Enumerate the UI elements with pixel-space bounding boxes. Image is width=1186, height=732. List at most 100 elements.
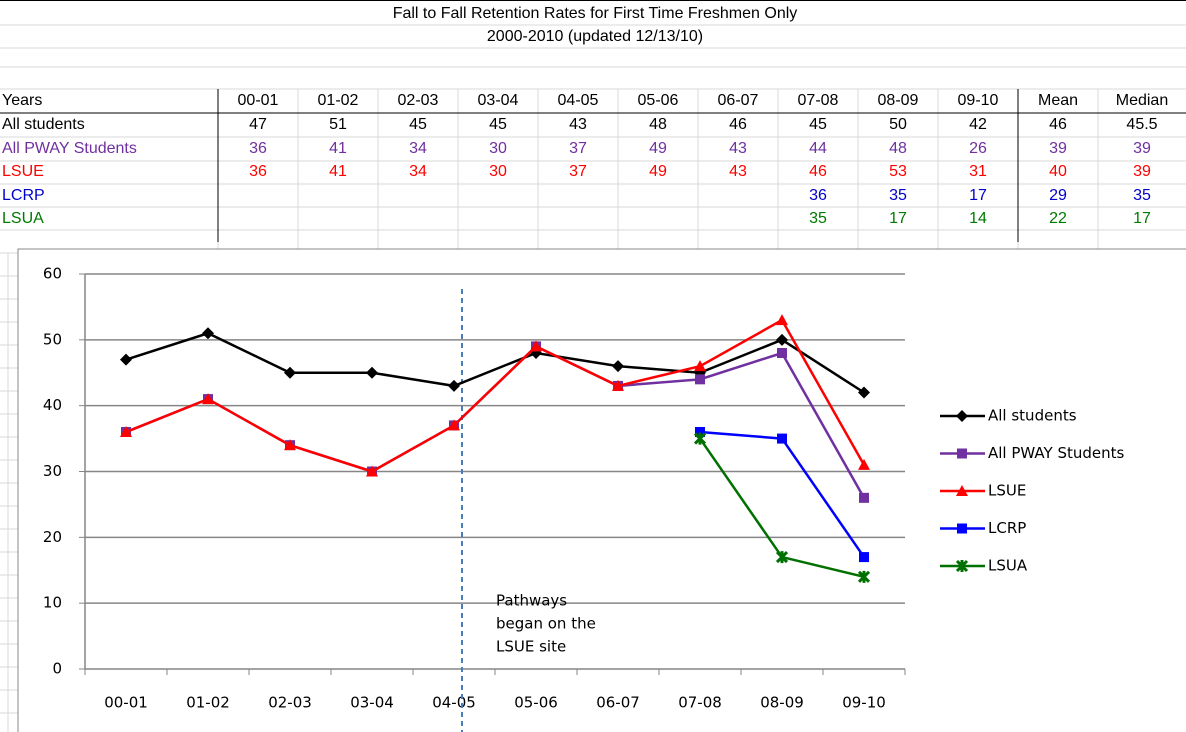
table-cell: 51 [329,116,347,133]
table-cell: 39 [1049,140,1067,157]
legend-marker [956,410,968,422]
x-tick-label: 08-09 [760,694,804,712]
column-header: 01-02 [318,92,359,109]
column-header: Years [2,92,42,109]
legend-label: LSUA [988,557,1028,575]
table-cell: 39 [1133,163,1151,180]
column-header: Median [1116,92,1168,109]
table-cell: 35 [809,210,827,227]
table-cell: 48 [889,140,907,157]
legend-label: LSUE [988,482,1026,500]
data-point [859,552,869,563]
table-cell: 34 [409,140,427,157]
table-cell: 30 [489,140,507,157]
data-point [695,374,705,385]
table-cell: 45 [489,116,507,133]
data-point [284,439,296,451]
data-point [120,426,132,437]
table-cell: 48 [649,116,667,133]
y-tick-label: 60 [43,265,62,283]
annotation: began on the [496,615,596,633]
table-cell: 30 [489,163,507,180]
table-cell: 49 [649,140,667,157]
x-tick-label: 02-03 [268,694,312,712]
table-cell: 37 [569,163,587,180]
table-cell: 46 [729,116,747,133]
data-point [366,366,378,379]
column-header: 09-10 [958,92,999,109]
table-cell: 45 [409,116,427,133]
row-label: LCRP [2,187,45,204]
legend-label: LCRP [988,519,1026,537]
data-point [448,419,460,431]
y-tick-label: 0 [52,660,62,678]
y-tick-label: 10 [43,594,62,612]
table-cell: 46 [809,163,827,180]
chart-area [17,248,1186,732]
data-point [777,433,787,444]
table-cell: 43 [729,140,747,157]
y-tick-label: 40 [43,396,62,414]
column-header: 02-03 [398,92,439,109]
row-label: LSUA [2,210,44,227]
legend-marker [957,448,967,459]
legend-marker [956,485,968,496]
table-cell: 50 [889,116,907,133]
column-header: 05-06 [638,92,679,109]
data-point [366,465,378,477]
table-cell: 36 [249,140,267,157]
x-tick-label: 01-02 [186,694,230,712]
legend-label: All PWAY Students [988,444,1124,462]
table-cell: 47 [249,116,267,133]
table-cell: 17 [969,187,987,204]
data-point [857,570,871,583]
table-cell: 44 [809,140,827,157]
series-line [125,318,866,473]
table-cell: 34 [409,163,427,180]
table-cell: 17 [889,210,907,227]
data-point [202,393,214,405]
row-label: All PWAY Students [2,140,137,157]
table-cell: 17 [1133,210,1151,227]
row-label: LSUE [2,163,44,180]
title: Fall to Fall Retention Rates for First T… [393,5,798,22]
column-header: 07-08 [798,92,839,109]
table-cell: 37 [569,140,587,157]
x-tick-label: 09-10 [842,694,886,712]
data-point [775,551,789,564]
y-tick-label: 30 [43,462,62,480]
x-tick-label: 06-07 [596,694,640,712]
data-point [858,386,870,399]
data-point [120,353,132,366]
table-cell: 14 [969,210,987,227]
x-tick-label: 04-05 [432,694,476,712]
row-label: All students [2,116,85,133]
table-cell: 40 [1049,163,1067,180]
data-point [612,379,624,391]
column-header: 03-04 [478,92,519,109]
x-tick-label: 03-04 [350,694,394,712]
data-point [448,379,460,392]
table-cell: 46 [1049,116,1067,133]
column-header: 04-05 [558,92,599,109]
table-cell: 45.5 [1126,116,1157,133]
data-point [202,327,214,340]
data-point [859,492,869,503]
table-cell: 41 [329,163,347,180]
table-cell: 39 [1133,140,1151,157]
table-cell: 43 [569,116,587,133]
table-cell: 29 [1049,187,1067,204]
data-point [284,366,296,379]
y-tick-label: 20 [43,528,62,546]
subtitle: 2000-2010 (updated 12/13/10) [487,28,703,45]
table-cell: 35 [889,187,907,204]
annotation: LSUE site [496,638,566,656]
column-header: 00-01 [238,92,279,109]
table-cell: 22 [1049,210,1067,227]
legend-marker [955,559,969,573]
x-tick-label: 05-06 [514,694,558,712]
series-line [125,331,865,394]
column-header: 06-07 [718,92,759,109]
